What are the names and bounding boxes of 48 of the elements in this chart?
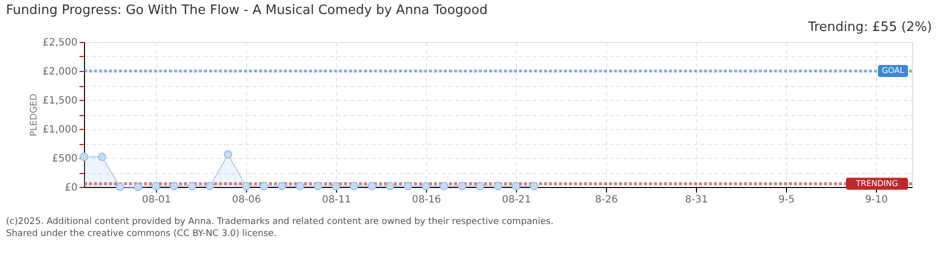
ref-line-label: GOAL	[882, 66, 905, 75]
y-axis-title: PLEDGED	[30, 94, 40, 136]
point	[314, 182, 322, 190]
ref-line-label: TRENDING	[854, 178, 898, 188]
x-tick-label: 9-10	[865, 194, 888, 206]
x-tick-label: 08-16	[412, 194, 442, 206]
point	[350, 182, 358, 190]
y-tick-label: £1,000	[42, 124, 78, 136]
point	[494, 182, 502, 190]
point	[260, 182, 268, 190]
point	[332, 182, 340, 190]
point	[440, 182, 448, 190]
point	[278, 182, 286, 190]
text: (c)2025. Additional content provided by Anna. Trademarks and related content are owned by their respective companies.	[6, 217, 554, 227]
point	[368, 182, 376, 190]
point	[188, 182, 196, 190]
y-tick-label: £1,500	[42, 96, 78, 106]
point	[386, 182, 394, 190]
x-tick-label: 08-06	[232, 194, 262, 206]
chart-title: Funding Progress: Go With The Flow - A Musical Comedy by Anna Toogood	[6, 3, 488, 18]
text: Shared under the creative commons (CC BY-NC 3.0) license.	[6, 229, 277, 239]
text: Trending: £55 (2%)	[807, 20, 932, 35]
y-tick-label: £2,500	[42, 38, 78, 48]
point	[422, 182, 430, 190]
x-tick-label: 08-11	[322, 194, 352, 206]
x-tick-label: 08-01	[142, 194, 172, 206]
x-tick-label: 8-26	[595, 194, 618, 206]
point	[458, 182, 466, 190]
x-tick-label: 8-31	[685, 194, 708, 206]
point	[80, 152, 88, 162]
point	[476, 182, 484, 190]
x-tick-label: 08-21	[502, 194, 532, 206]
point	[404, 182, 412, 190]
point	[116, 182, 124, 192]
point	[206, 182, 214, 190]
point	[512, 182, 520, 190]
point	[224, 150, 232, 159]
point	[530, 182, 538, 190]
point	[170, 182, 178, 190]
point	[296, 182, 304, 190]
point	[98, 152, 106, 162]
point	[152, 182, 160, 190]
point	[134, 182, 142, 192]
y-tick-label: £500	[52, 154, 78, 164]
y-tick-label: £2,000	[42, 66, 78, 78]
x-tick-label: 9-5	[778, 194, 795, 206]
point	[242, 182, 250, 190]
y-tick-label: £0	[64, 182, 78, 194]
